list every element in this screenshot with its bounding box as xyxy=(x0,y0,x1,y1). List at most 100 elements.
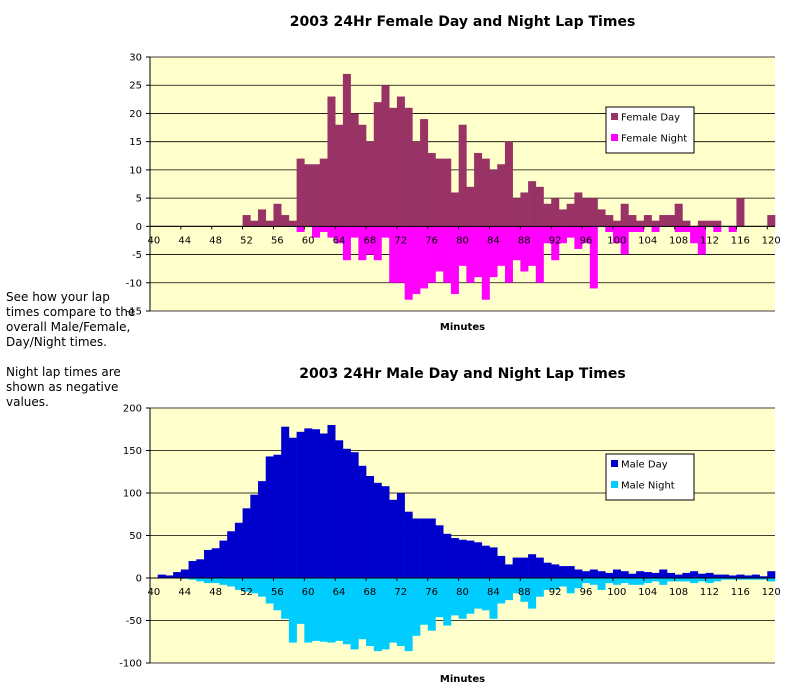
bar xyxy=(404,226,413,300)
bar xyxy=(327,226,336,238)
legend-swatch xyxy=(611,134,618,141)
bar xyxy=(497,226,506,266)
bar xyxy=(350,578,359,650)
bar xyxy=(736,198,745,227)
x-tick-label: 112 xyxy=(700,235,719,246)
bar xyxy=(574,569,583,578)
bar xyxy=(628,215,637,227)
bar xyxy=(211,548,220,578)
y-tick-label: 15 xyxy=(129,137,142,148)
bar xyxy=(528,554,537,578)
bar xyxy=(489,226,498,278)
bar xyxy=(396,226,405,283)
bar xyxy=(512,226,521,261)
bar xyxy=(466,226,475,283)
x-tick-label: 96 xyxy=(580,235,593,246)
bar xyxy=(574,192,583,227)
bar xyxy=(574,226,583,249)
bar xyxy=(443,533,452,578)
bar xyxy=(250,578,259,594)
bar xyxy=(636,578,645,585)
legend: Female Day Female Night xyxy=(605,106,695,154)
bar xyxy=(281,215,290,227)
bar xyxy=(481,545,490,578)
bar xyxy=(720,574,730,578)
series-male-day xyxy=(157,425,776,578)
bar xyxy=(373,102,382,227)
bar xyxy=(466,186,475,227)
y-tick-label: -10 xyxy=(126,278,142,289)
bar xyxy=(504,578,513,601)
bar xyxy=(674,574,683,578)
bar xyxy=(258,209,267,227)
x-tick-label: 92 xyxy=(549,235,562,246)
bar xyxy=(759,578,768,580)
bar xyxy=(597,578,606,590)
bar xyxy=(265,220,274,227)
bar xyxy=(188,578,197,580)
y-tick-label: 0 xyxy=(136,574,142,585)
y-tick-label: 20 xyxy=(129,109,142,120)
legend-box xyxy=(605,453,695,501)
bar xyxy=(288,220,297,227)
bar xyxy=(227,531,236,578)
bar xyxy=(543,578,552,590)
bar xyxy=(450,538,459,578)
bar xyxy=(366,226,375,255)
bar xyxy=(366,141,375,227)
y-tick-label: 0 xyxy=(136,222,142,233)
bar xyxy=(350,226,359,238)
x-tick-label: 108 xyxy=(669,587,688,598)
x-tick-label: 120 xyxy=(762,235,781,246)
x-tick-label: 100 xyxy=(607,587,626,598)
bar xyxy=(366,476,375,578)
bar xyxy=(497,555,506,578)
chart-title: 2003 24Hr Male Day and Night Lap Times xyxy=(299,366,625,382)
bar xyxy=(697,220,706,227)
bar xyxy=(242,215,251,227)
legend-label: Male Day xyxy=(621,460,668,471)
x-axis-label: Minutes xyxy=(440,674,485,685)
bar xyxy=(435,578,444,618)
x-tick-label: 116 xyxy=(731,587,750,598)
bar xyxy=(204,549,213,578)
bar xyxy=(250,494,259,578)
bar xyxy=(759,576,768,578)
bar xyxy=(196,559,205,578)
bar xyxy=(697,578,706,582)
bar xyxy=(319,158,328,227)
x-tick-label: 44 xyxy=(178,235,191,246)
bar xyxy=(612,569,621,578)
bar xyxy=(234,522,243,578)
bar xyxy=(196,578,205,582)
bar xyxy=(659,569,668,578)
bar xyxy=(420,518,429,578)
bar xyxy=(628,226,637,232)
bar xyxy=(666,215,675,227)
bar xyxy=(713,574,722,578)
x-axis-label: Minutes xyxy=(440,322,485,333)
bar xyxy=(381,486,390,578)
bar xyxy=(296,431,305,578)
x-tick-label: 52 xyxy=(240,235,253,246)
bar xyxy=(435,525,444,578)
bar xyxy=(736,578,745,580)
bar xyxy=(273,203,282,227)
bar xyxy=(366,578,375,646)
x-tick-label: 116 xyxy=(731,235,750,246)
bar xyxy=(705,220,714,227)
bar xyxy=(450,192,459,227)
bar xyxy=(443,226,452,283)
bar xyxy=(628,578,637,585)
bar xyxy=(412,578,421,636)
y-tick-label: -50 xyxy=(126,616,142,627)
bar xyxy=(651,572,660,578)
bar xyxy=(728,575,737,578)
bar xyxy=(327,96,336,227)
x-tick-label: 72 xyxy=(394,587,407,598)
bar xyxy=(690,578,699,584)
bar xyxy=(358,578,367,640)
x-tick-label: 104 xyxy=(638,235,657,246)
bar xyxy=(713,578,722,582)
x-tick-label: 68 xyxy=(364,587,377,598)
